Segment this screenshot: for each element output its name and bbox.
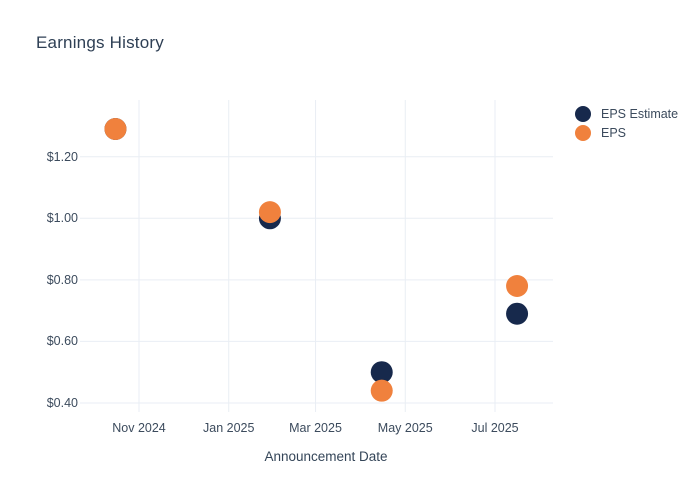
x-axis-tick-label: Jul 2025 [471, 421, 519, 435]
eps-point[interactable] [104, 117, 127, 140]
legend-item-eps-estimate[interactable]: EPS Estimate [575, 104, 678, 123]
chart-title: Earnings History [36, 33, 164, 52]
x-axis-tick-label: Nov 2024 [112, 421, 166, 435]
legend-label-eps: EPS [601, 125, 627, 140]
legend-label-eps-estimate: EPS Estimate [601, 106, 679, 121]
x-axis-title: Announcement Date [264, 449, 388, 464]
y-axis-tick-label: $0.40 [46, 396, 78, 410]
eps-estimate-swatch-icon [575, 105, 591, 122]
x-axis-tick-label: Jan 2025 [203, 421, 255, 435]
y-axis-tick-label: $1.20 [46, 149, 78, 164]
eps-estimate-point[interactable] [506, 302, 529, 325]
eps-point[interactable] [370, 379, 393, 402]
eps-point[interactable] [506, 275, 529, 298]
eps-point[interactable] [258, 201, 281, 224]
y-axis-tick-label: $0.60 [46, 334, 78, 349]
y-axis-tick-label: $0.80 [46, 272, 78, 287]
legend-item-eps[interactable]: EPS [575, 123, 678, 142]
x-axis-tick-label: May 2025 [377, 421, 433, 435]
x-axis-tick-label: Mar 2025 [289, 421, 342, 435]
eps-swatch-icon [575, 124, 591, 141]
y-axis-tick-label: $1.00 [46, 211, 78, 226]
legend: EPS Estimate EPS [575, 104, 678, 142]
eps-estimate-point[interactable] [370, 361, 393, 384]
